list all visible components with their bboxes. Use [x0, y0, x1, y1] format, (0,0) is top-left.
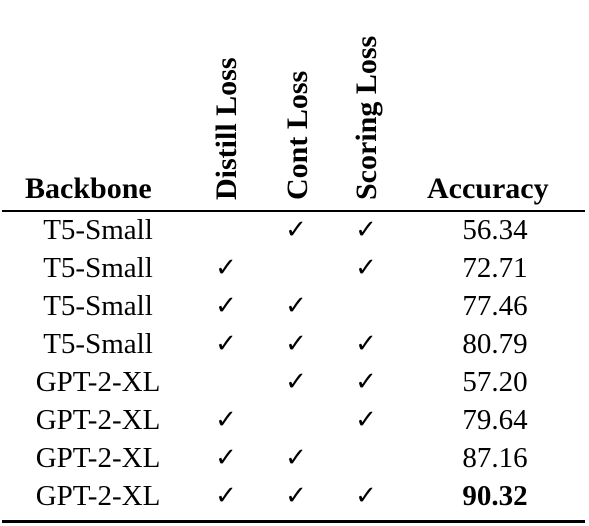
cell-accuracy: 72.71: [462, 252, 528, 284]
cell-backbone: GPT-2-XL: [35, 480, 161, 512]
table-row: T5-Small ✓ ✓ 77.46: [0, 287, 589, 325]
header-scoring-loss: Scoring Loss: [350, 35, 383, 200]
cell-backbone: T5-Small: [43, 328, 153, 360]
cell-accuracy: 56.34: [462, 214, 528, 246]
cell-cont-check: [268, 401, 324, 439]
cell-accuracy: 80.79: [462, 328, 528, 360]
table-row: GPT-2-XL ✓ ✓ ✓ 90.32: [0, 477, 589, 515]
cell-distill-check: ✓: [215, 481, 237, 511]
table-row: T5-Small ✓ ✓ 56.34: [0, 211, 589, 249]
cell-backbone: T5-Small: [43, 290, 153, 322]
cell-cont-check: ✓: [285, 215, 307, 245]
table-row: GPT-2-XL ✓ ✓ 57.20: [0, 363, 589, 401]
cell-scoring-check: ✓: [355, 329, 377, 359]
table-row: T5-Small ✓ ✓ ✓ 80.79: [0, 325, 589, 363]
table-body: T5-Small ✓ ✓ 56.34 T5-Small ✓ ✓ 72.71 T5…: [0, 211, 589, 515]
cell-cont-check: ✓: [285, 291, 307, 321]
cell-scoring-check: [338, 439, 394, 477]
cell-cont-check: ✓: [285, 329, 307, 359]
header-rule: [2, 210, 585, 212]
cell-cont-check: ✓: [285, 367, 307, 397]
cell-distill-check: ✓: [215, 253, 237, 283]
cell-cont-check: [268, 249, 324, 287]
cell-distill-check: ✓: [215, 405, 237, 435]
cell-scoring-check: ✓: [355, 215, 377, 245]
cell-accuracy: 77.46: [462, 290, 528, 322]
cell-distill-check: [198, 363, 254, 401]
table-row: T5-Small ✓ ✓ 72.71: [0, 249, 589, 287]
cell-scoring-check: ✓: [355, 253, 377, 283]
header-backbone: Backbone: [25, 172, 152, 205]
cell-backbone: T5-Small: [43, 252, 153, 284]
cell-scoring-check: ✓: [355, 367, 377, 397]
cell-backbone: GPT-2-XL: [35, 366, 161, 398]
cell-distill-check: ✓: [215, 291, 237, 321]
header-accuracy: Accuracy: [427, 172, 549, 205]
cell-scoring-check: [338, 287, 394, 325]
cell-accuracy: 57.20: [462, 366, 528, 398]
cell-accuracy: 87.16: [462, 442, 528, 474]
header-cont-loss: Cont Loss: [281, 70, 314, 200]
cell-backbone: GPT-2-XL: [35, 404, 161, 436]
cell-distill-check: [198, 211, 254, 249]
cell-scoring-check: ✓: [355, 481, 377, 511]
bottom-rule: [2, 520, 585, 523]
cell-distill-check: ✓: [215, 329, 237, 359]
table-header: Backbone Distill Loss Cont Loss Scoring …: [0, 0, 589, 210]
table-row: GPT-2-XL ✓ ✓ 79.64: [0, 401, 589, 439]
cell-distill-check: ✓: [215, 443, 237, 473]
header-distill-loss: Distill Loss: [210, 57, 243, 200]
cell-cont-check: ✓: [285, 481, 307, 511]
cell-accuracy: 79.64: [462, 404, 528, 436]
cell-backbone: GPT-2-XL: [35, 442, 161, 474]
cell-cont-check: ✓: [285, 443, 307, 473]
cell-accuracy: 90.32: [462, 480, 528, 512]
cell-scoring-check: ✓: [355, 405, 377, 435]
table-row: GPT-2-XL ✓ ✓ 87.16: [0, 439, 589, 477]
cell-backbone: T5-Small: [43, 214, 153, 246]
